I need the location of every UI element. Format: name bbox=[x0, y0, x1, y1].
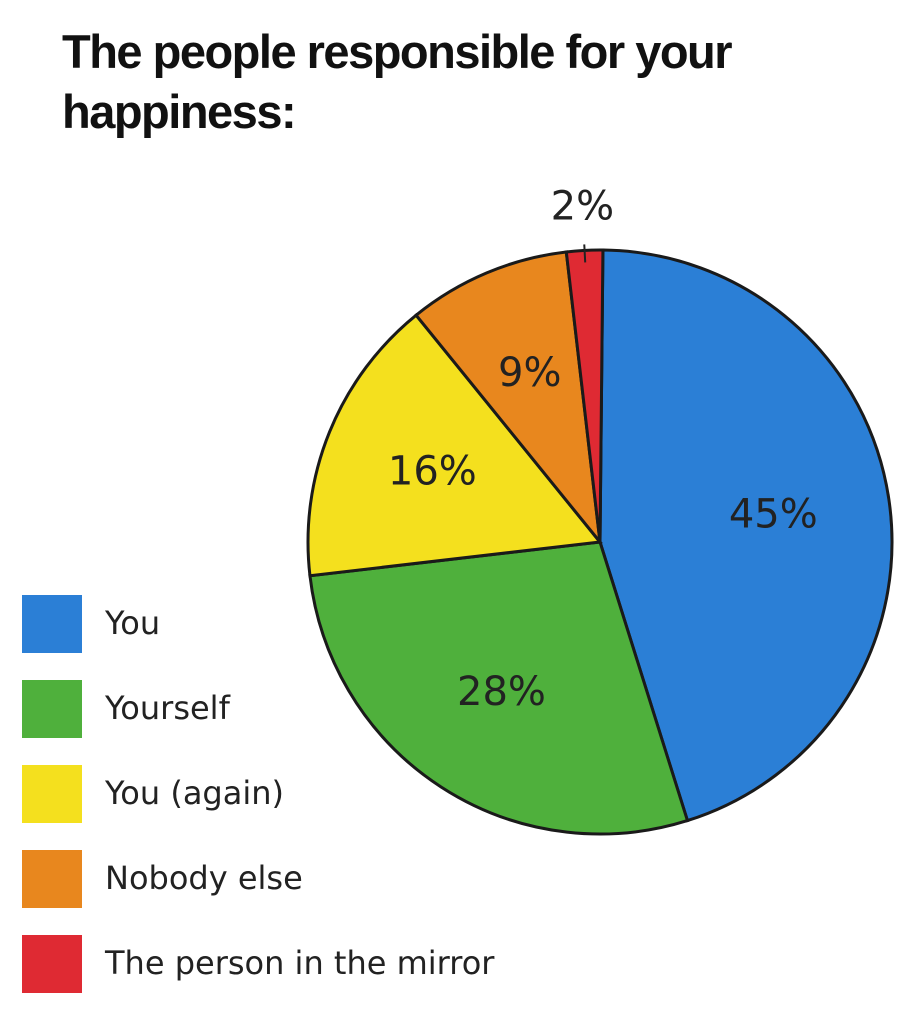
legend-swatch bbox=[22, 850, 82, 908]
data-label: 9% bbox=[498, 350, 561, 396]
label-leader bbox=[583, 244, 587, 263]
legend-swatch bbox=[22, 595, 82, 653]
pie-slice bbox=[308, 540, 690, 836]
legend-label: You bbox=[104, 604, 160, 642]
legend-label: The person in the mirror bbox=[104, 944, 495, 982]
chart-title: The people responsible for your happines… bbox=[62, 25, 733, 138]
legend-label: Nobody else bbox=[105, 859, 303, 897]
legend-swatch bbox=[22, 935, 82, 993]
pie-slice bbox=[414, 250, 603, 547]
data-label: 16% bbox=[388, 449, 477, 495]
pie-slice bbox=[306, 313, 603, 578]
legend-label: You (again) bbox=[104, 774, 284, 812]
data-label: 28% bbox=[457, 669, 546, 715]
legend-swatch bbox=[22, 680, 82, 738]
data-label: 2% bbox=[551, 183, 614, 229]
data-label: 45% bbox=[729, 491, 818, 537]
legend-swatch bbox=[22, 765, 82, 823]
pie-slice bbox=[598, 248, 894, 823]
legend-label: Yourself bbox=[104, 689, 231, 727]
